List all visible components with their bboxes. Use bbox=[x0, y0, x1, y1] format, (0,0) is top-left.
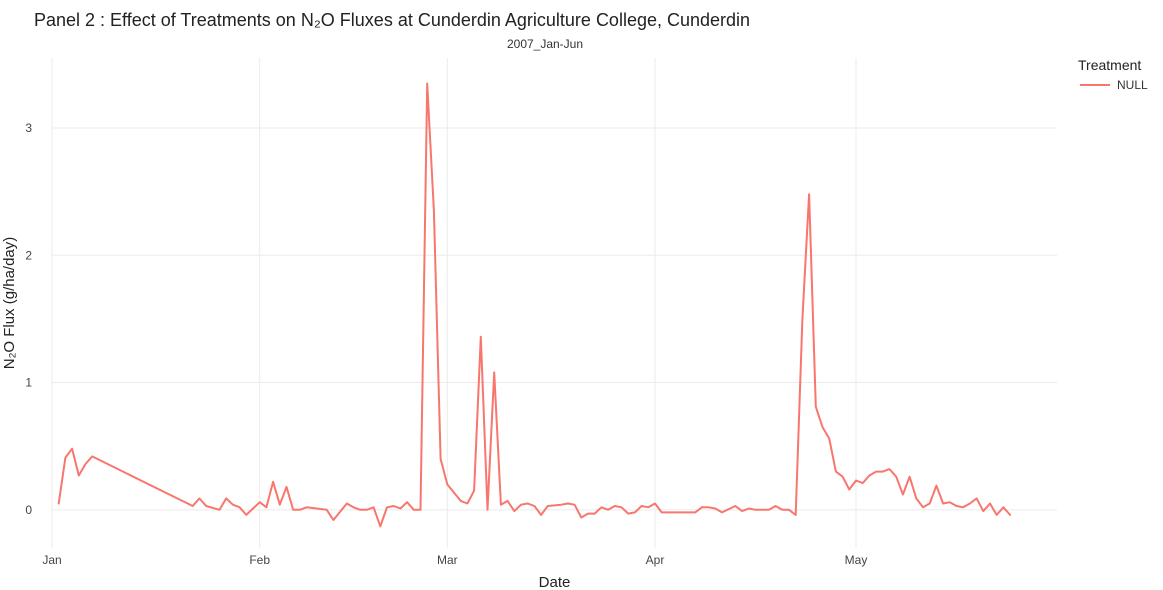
y-tick-label: 3 bbox=[25, 121, 32, 135]
x-axis-label: Date bbox=[539, 574, 571, 590]
y-tick-label: 0 bbox=[25, 503, 32, 517]
x-tick-label: Jan bbox=[42, 553, 61, 567]
legend-swatch bbox=[1080, 84, 1110, 86]
y-axis-label: N₂O Flux (g/ha/day) bbox=[1, 237, 18, 370]
chart-title: Panel 2 : Effect of Treatments on N₂O Fl… bbox=[34, 10, 751, 30]
series-line-null bbox=[57, 82, 1012, 528]
grid-lines bbox=[51, 58, 1057, 548]
legend-item-null: NULL bbox=[1080, 76, 1148, 94]
y-tick-label: 1 bbox=[25, 376, 32, 390]
chart-subtitle: 2007_Jan-Jun bbox=[506, 37, 584, 51]
x-axis-ticks: Jan Feb Mar Apr May bbox=[42, 553, 867, 567]
series-layer bbox=[57, 82, 1012, 528]
x-tick-label: Feb bbox=[249, 553, 270, 567]
y-axis-ticks: 0 1 2 3 bbox=[25, 121, 32, 517]
y-tick-label: 2 bbox=[25, 248, 32, 262]
x-tick-label: May bbox=[845, 553, 868, 567]
x-tick-label: Apr bbox=[646, 553, 665, 567]
legend-title: Treatment bbox=[1078, 57, 1142, 73]
legend-label: NULL bbox=[1117, 78, 1148, 92]
x-tick-label: Mar bbox=[437, 553, 458, 567]
